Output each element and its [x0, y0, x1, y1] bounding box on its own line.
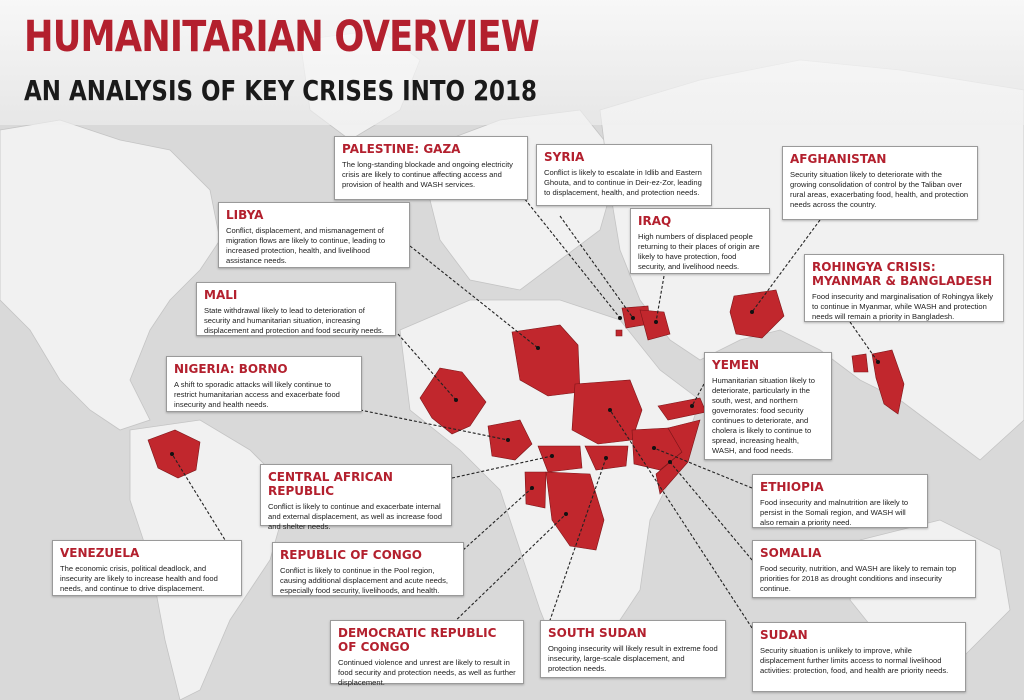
callout-iraq: IRAQ High numbers of displaced people re… [630, 208, 770, 274]
callout-title: REPUBLIC OF CONGO [280, 548, 422, 562]
callout-title: NIGERIA: BORNO [174, 362, 288, 376]
callout-text: Conflict is likely to continue and exace… [268, 502, 442, 531]
callout-text: Security situation likely to deteriorate… [790, 170, 969, 209]
country-gaza [615, 329, 623, 337]
country-bangladesh [851, 353, 869, 373]
country-afghanistan [729, 289, 785, 339]
country-iraq [639, 309, 671, 341]
callout-title: AFGHANISTAN [790, 152, 887, 166]
page-title: HUMANITARIAN OVERVIEW [24, 12, 540, 62]
callout-title: SUDAN [760, 628, 808, 642]
callout-text: A shift to sporadic attacks will likely … [174, 380, 340, 409]
callout-text: The long-standing blockade and ongoing e… [342, 160, 513, 189]
callout-title: MALI [204, 288, 238, 302]
title-band [0, 0, 1024, 125]
callout-sudan: SUDAN Security situation is unlikely to … [752, 622, 966, 692]
callout-text: Conflict is likely to continue in the Po… [280, 566, 449, 595]
country-republic-of-congo [524, 471, 547, 509]
callout-title: ROHINGYA CRISIS: MYANMAR & BANGLADESH [812, 260, 993, 288]
callout-republic-of-congo: REPUBLIC OF CONGO Conflict is likely to … [272, 542, 464, 596]
callout-syria: SYRIA Conflict is likely to escalate in … [536, 144, 712, 206]
callout-title: SYRIA [544, 150, 585, 164]
landmass-north-america [0, 119, 221, 431]
callout-text: High numbers of displaced people returni… [638, 232, 760, 271]
callout-title: LIBYA [226, 208, 264, 222]
callout-title: PALESTINE: GAZA [342, 142, 461, 156]
callout-text: The economic crisis, political deadlock,… [60, 564, 218, 593]
callout-text: Security situation is unlikely to improv… [760, 646, 949, 675]
callout-venezuela: VENEZUELA The economic crisis, political… [52, 540, 242, 596]
callout-title: ETHIOPIA [760, 480, 824, 494]
page-subtitle: AN ANALYSIS OF KEY CRISES INTO 2018 [24, 74, 537, 107]
callout-ethiopia: ETHIOPIA Food insecurity and malnutritio… [752, 474, 928, 528]
callout-text: Food security, nutrition, and WASH are l… [760, 564, 957, 593]
callout-mali: MALI State withdrawal likely to lead to … [196, 282, 396, 336]
callout-title: SOUTH SUDAN [548, 626, 647, 640]
leader-lines [170, 167, 880, 629]
callout-somalia: SOMALIA Food security, nutrition, and WA… [752, 540, 976, 598]
country-central-african-republic [537, 445, 583, 473]
callout-south-sudan: SOUTH SUDAN Ongoing insecurity will like… [540, 620, 726, 678]
callout-afghanistan: AFGHANISTAN Security situation likely to… [782, 146, 978, 220]
country-drc [545, 471, 605, 551]
callout-rohingya: ROHINGYA CRISIS: MYANMAR & BANGLADESH Fo… [804, 254, 1004, 322]
callout-text: Continued violence and unrest are likely… [338, 658, 516, 687]
callout-text: Food insecurity and malnutrition are lik… [760, 498, 909, 527]
callout-title: DEMOCRATIC REPUBLIC OF CONGO [338, 626, 497, 654]
callout-title: IRAQ [638, 214, 672, 228]
country-myanmar [871, 349, 905, 415]
callout-text: Humanitarian situation likely to deterio… [712, 376, 815, 455]
callout-title: VENEZUELA [60, 546, 140, 560]
country-sudan [571, 379, 643, 445]
callout-libya: LIBYA Conflict, displacement, and misman… [218, 202, 410, 268]
callout-palestine-gaza: PALESTINE: GAZA The long-standing blocka… [334, 136, 528, 200]
callout-text: Food insecurity and marginalisation of R… [812, 292, 994, 321]
callout-central-african-republic: CENTRAL AFRICAN REPUBLIC Conflict is lik… [260, 464, 452, 531]
country-somalia [655, 419, 701, 495]
callout-text: Ongoing insecurity will likely result in… [548, 644, 718, 673]
callout-text: Conflict is likely to escalate in Idlib … [544, 168, 702, 197]
callout-title: CENTRAL AFRICAN REPUBLIC [268, 470, 393, 498]
callout-drc: DEMOCRATIC REPUBLIC OF CONGO Continued v… [330, 620, 524, 687]
callout-title: SOMALIA [760, 546, 822, 560]
callout-yemen: YEMEN Humanitarian situation likely to d… [704, 352, 832, 460]
callout-nigeria-borno: NIGERIA: BORNO A shift to sporadic attac… [166, 356, 362, 412]
callout-title: YEMEN [712, 358, 760, 372]
callout-text: State withdrawal likely to lead to deter… [204, 306, 384, 335]
callout-text: Conflict, displacement, and mismanagemen… [226, 226, 386, 265]
